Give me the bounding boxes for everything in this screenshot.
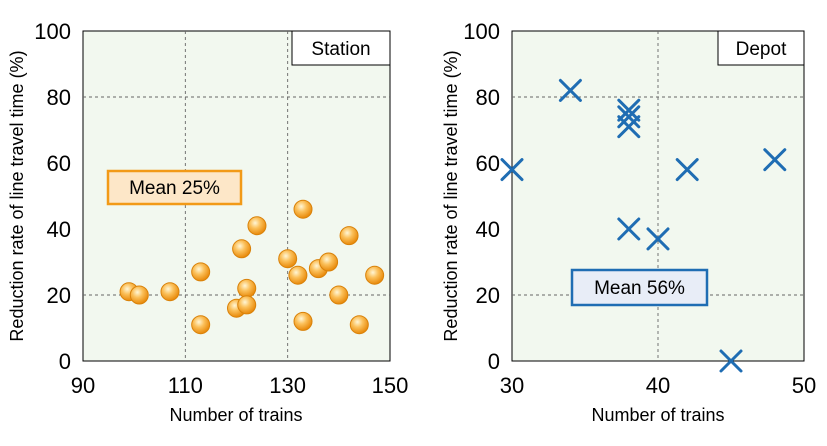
- data-point: [763, 148, 787, 172]
- y-tick-labels: 0 20 40 60 80 100: [34, 19, 71, 374]
- data-point: [365, 265, 385, 285]
- x-tick-label: 130: [269, 373, 306, 398]
- mean-annotation: Mean 56%: [594, 278, 685, 299]
- y-tick-label: 0: [488, 349, 500, 374]
- data-point: [617, 115, 641, 139]
- x-tick-labels: 90 110 130 150: [71, 373, 409, 398]
- data-point: [617, 98, 641, 122]
- data-point: [191, 262, 211, 282]
- mean-annotation-box: [570, 268, 709, 307]
- panel-label-box: [717, 30, 805, 66]
- data-point: [617, 217, 641, 241]
- data-point: [191, 315, 211, 335]
- data-point: [293, 199, 313, 219]
- y-tick-label: 20: [47, 283, 71, 308]
- x-tick-label: 50: [792, 373, 816, 398]
- data-point: [293, 311, 313, 331]
- y-tick-labels: 0 20 40 60 80 100: [463, 19, 500, 374]
- data-point: [675, 158, 699, 182]
- data-point: [617, 105, 641, 129]
- panel-label-box: [291, 30, 391, 66]
- x-tick-label: 90: [71, 373, 95, 398]
- data-point: [247, 216, 267, 236]
- data-points: [500, 78, 787, 373]
- data-points: [119, 199, 385, 335]
- data-point: [339, 226, 359, 246]
- y-tick-label: 80: [476, 85, 500, 110]
- mean-annotation-box: [106, 169, 243, 206]
- y-tick-label: 100: [463, 19, 500, 44]
- y-tick-label: 40: [47, 217, 71, 242]
- y-tick-label: 100: [34, 19, 71, 44]
- y-tick-label: 80: [47, 85, 71, 110]
- x-tick-labels: 30 40 50: [500, 373, 816, 398]
- data-point: [288, 265, 308, 285]
- x-axis-label: Number of trains: [169, 405, 302, 425]
- depot-panel: 0 20 40 60 80 100 30 40 50 Depot Mean 56% Numbe…: [441, 19, 816, 425]
- data-point: [237, 278, 257, 298]
- data-point: [349, 315, 369, 335]
- station-panel: 0 20 40 60 80 100 90 110 130 150 Station Mean 25…: [7, 19, 408, 425]
- y-tick-label: 0: [59, 349, 71, 374]
- panel-label: Station: [311, 39, 370, 60]
- mean-annotation: Mean 25%: [129, 178, 220, 199]
- gridlines: [83, 31, 390, 361]
- data-point: [646, 227, 670, 251]
- data-point: [719, 349, 743, 373]
- data-point: [558, 78, 582, 102]
- y-tick-label: 40: [476, 217, 500, 242]
- y-axis-label: Reduction rate of line travel time (%): [441, 50, 461, 341]
- data-point: [278, 249, 298, 269]
- data-point: [160, 282, 180, 302]
- x-tick-label: 110: [168, 373, 203, 398]
- data-point: [129, 285, 149, 305]
- y-axis-label: Reduction rate of line travel time (%): [7, 50, 27, 341]
- x-tick-label: 150: [372, 373, 409, 398]
- panel-label: Depot: [736, 39, 787, 60]
- data-point: [319, 252, 339, 272]
- x-axis-label: Number of trains: [591, 405, 724, 425]
- y-tick-label: 60: [47, 151, 71, 176]
- data-point: [237, 295, 257, 315]
- data-point: [232, 239, 252, 259]
- x-tick-label: 30: [500, 373, 524, 398]
- x-tick-label: 40: [646, 373, 670, 398]
- data-point: [500, 158, 524, 182]
- data-point: [329, 285, 349, 305]
- y-tick-label: 60: [476, 151, 500, 176]
- y-tick-label: 20: [476, 283, 500, 308]
